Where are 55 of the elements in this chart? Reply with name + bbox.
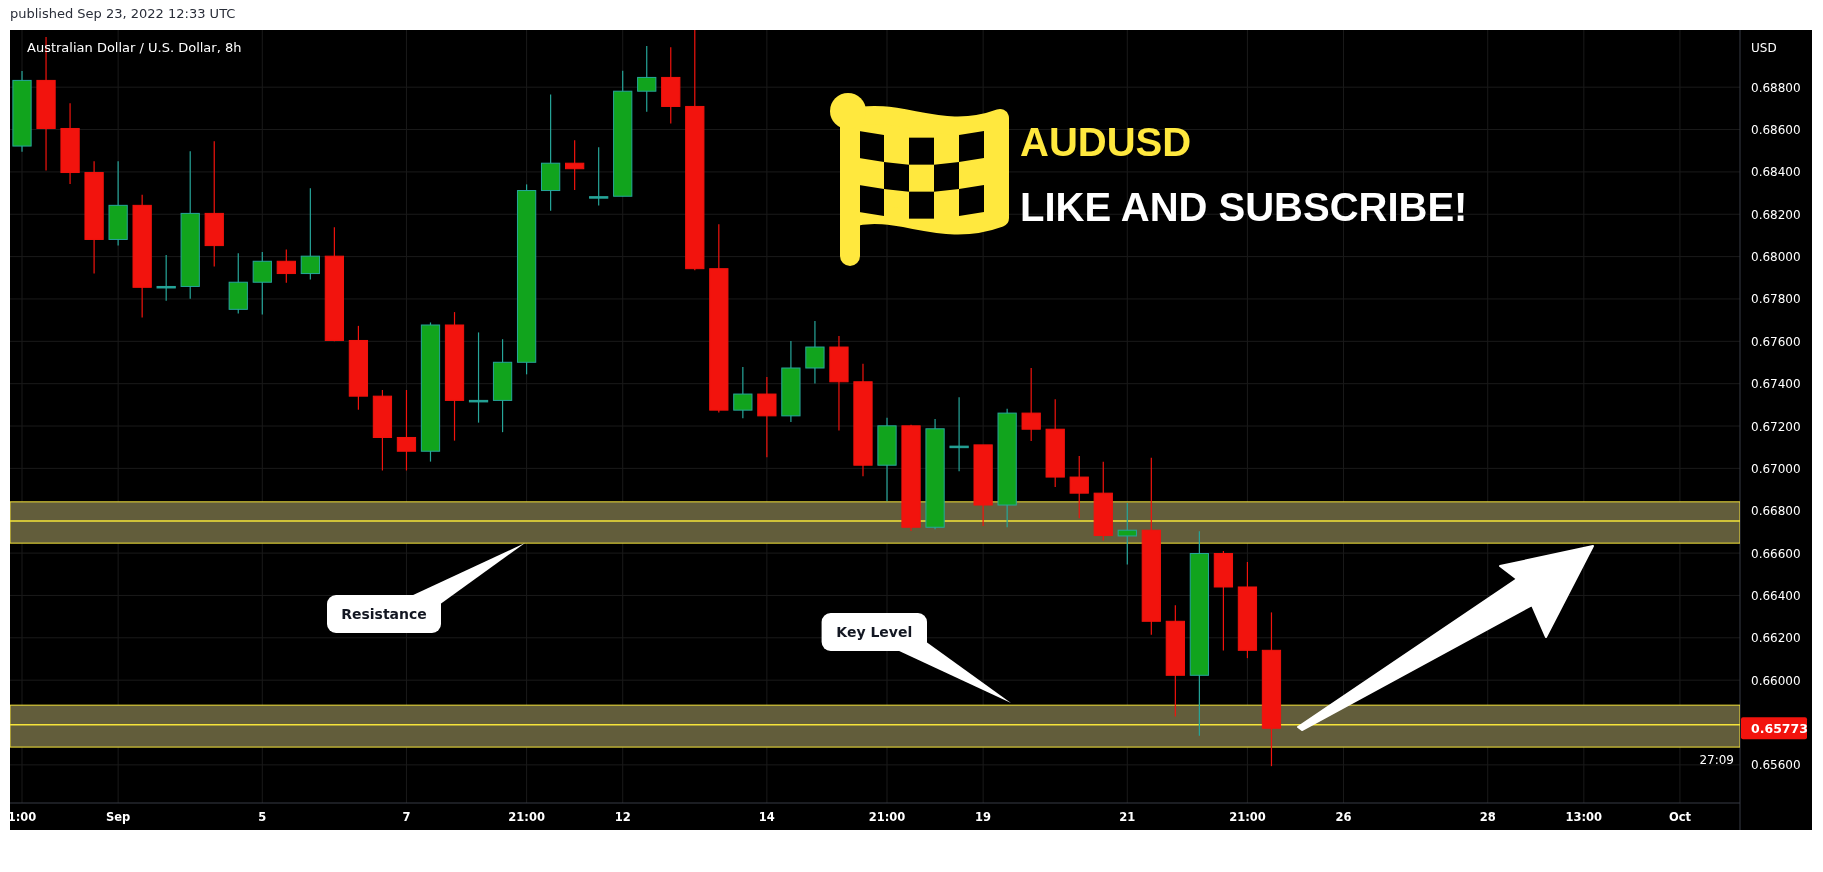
y-axis-title: USD xyxy=(1751,41,1777,55)
candlestick xyxy=(805,320,825,385)
text: published Sep 23, 2022 12:33 UTC xyxy=(10,6,236,21)
y-tick-label: 0.68600 xyxy=(1751,123,1801,138)
x-tick-label: 7 xyxy=(402,810,411,824)
candlestick xyxy=(757,376,777,458)
y-tick-label: 0.66200 xyxy=(1751,631,1801,646)
y-tick-label: 0.67400 xyxy=(1751,377,1801,392)
annotation: 27:09 xyxy=(1699,753,1734,768)
x-tick-label: 21:00 xyxy=(508,810,545,824)
y-tick-label: 0.68400 xyxy=(1751,165,1801,180)
x-tick-label: 21:00 xyxy=(1229,810,1266,824)
candlestick xyxy=(1117,502,1137,566)
x-tick-label: 14 xyxy=(758,810,775,824)
annotation: Key Level xyxy=(836,624,913,640)
x-tick-label: 21:00 xyxy=(868,810,906,824)
y-tick-label: 0.66600 xyxy=(1751,546,1801,561)
x-tick-label: 26 xyxy=(1335,810,1352,824)
candlestick xyxy=(276,248,296,284)
candlestick xyxy=(1069,455,1089,519)
y-tick-label: 0.68000 xyxy=(1751,250,1801,265)
candlestick xyxy=(637,45,657,113)
x-tick-label: 12 xyxy=(614,810,631,824)
y-tick-label: 0.67800 xyxy=(1751,292,1801,307)
x-tick-label: 19 xyxy=(975,810,992,824)
x-tick-label: Sep xyxy=(105,810,131,824)
candlestick xyxy=(949,396,969,472)
y-tick-label: 0.68200 xyxy=(1751,207,1801,222)
candlestick xyxy=(156,254,176,302)
x-tick-label: 5 xyxy=(258,810,267,824)
candlestick xyxy=(300,187,320,281)
y-tick-label: 0.65773 xyxy=(1751,720,1808,736)
annotation: Resistance xyxy=(341,606,427,622)
candlestick xyxy=(589,146,609,207)
x-tick-label: 28 xyxy=(1479,810,1496,824)
y-tick-label: 0.67000 xyxy=(1751,461,1801,476)
candlestick xyxy=(396,389,417,472)
y-tick-label: 0.66400 xyxy=(1751,588,1801,603)
x-tick-label: 13:00 xyxy=(1565,810,1603,824)
candlestick xyxy=(733,366,753,419)
annotation: AUDUSD xyxy=(1020,120,1192,164)
y-tick-label: 0.65600 xyxy=(1751,758,1801,773)
x-tick-label: Oct xyxy=(1668,810,1692,824)
y-tick-label: 0.67200 xyxy=(1751,419,1801,434)
y-tick-label: 0.66000 xyxy=(1751,673,1801,688)
candlestick xyxy=(468,331,489,424)
y-tick-label: 0.68800 xyxy=(1751,80,1801,95)
y-tick-label: 0.66800 xyxy=(1751,504,1801,519)
x-tick-label: 21 xyxy=(1119,810,1136,824)
candlestick xyxy=(252,251,272,316)
candlestick xyxy=(1021,367,1041,442)
annotation: LIKE AND SUBSCRIBE! xyxy=(1020,185,1468,229)
candlestick xyxy=(565,139,585,191)
x-tick-label: 1:00 xyxy=(7,810,37,824)
y-tick-label: 0.67600 xyxy=(1751,334,1801,349)
